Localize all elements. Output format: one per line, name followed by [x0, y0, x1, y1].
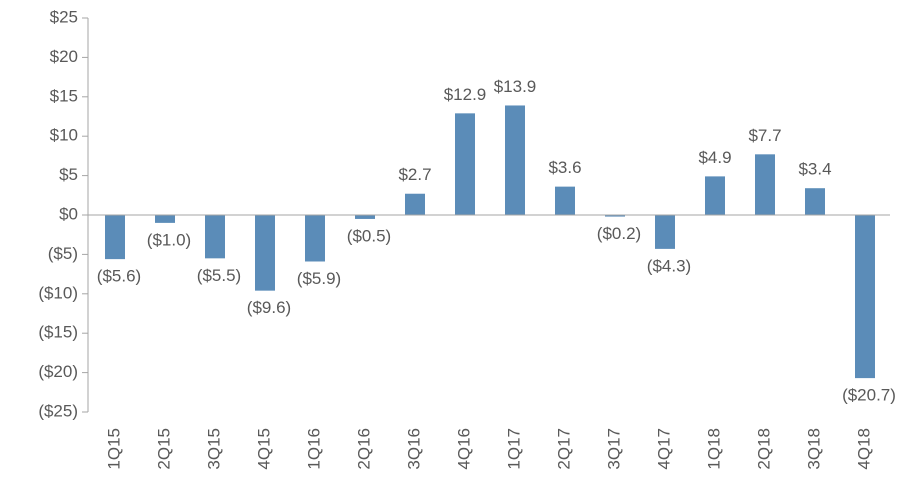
x-tick-label: 1Q17: [504, 428, 523, 470]
value-label: $2.7: [398, 165, 431, 184]
value-label: ($0.2): [597, 224, 641, 243]
x-tick-label: 3Q16: [404, 428, 423, 470]
value-label: ($5.6): [97, 267, 141, 286]
value-label: $4.9: [698, 148, 731, 167]
y-tick-label: ($20): [38, 362, 78, 381]
bar: [605, 215, 625, 217]
x-tick-label: 1Q15: [104, 428, 123, 470]
value-label: ($20.7): [842, 386, 896, 405]
value-label: ($5.9): [297, 269, 341, 288]
y-tick-label: ($25): [38, 401, 78, 420]
y-tick-label: $0: [59, 204, 78, 223]
y-tick-label: ($15): [38, 323, 78, 342]
bar: [705, 176, 725, 215]
x-tick-label: 2Q18: [754, 428, 773, 470]
y-tick-label: $15: [50, 86, 78, 105]
bar: [805, 188, 825, 215]
bar: [205, 215, 225, 259]
bar: [655, 215, 675, 249]
y-tick-label: $25: [50, 7, 78, 26]
x-tick-label: 4Q16: [454, 428, 473, 470]
x-tick-label: 2Q17: [554, 428, 573, 470]
bar: [155, 215, 175, 223]
x-tick-label: 2Q16: [354, 428, 373, 470]
value-label: ($9.6): [247, 298, 291, 317]
value-label: $3.6: [548, 158, 581, 177]
bar: [255, 215, 275, 291]
x-tick-label: 4Q18: [854, 428, 873, 470]
bar: [505, 105, 525, 215]
value-label: ($5.5): [197, 266, 241, 285]
value-label: ($0.5): [347, 226, 391, 245]
x-tick-label: 1Q18: [704, 428, 723, 470]
bar: [755, 154, 775, 215]
y-tick-label: $20: [50, 47, 78, 66]
x-tick-label: 4Q15: [254, 428, 273, 470]
x-tick-label: 3Q18: [804, 428, 823, 470]
bar: [855, 215, 875, 379]
y-tick-label: ($5): [48, 244, 78, 263]
value-label: ($1.0): [147, 230, 191, 249]
value-label: ($4.3): [647, 256, 691, 275]
bar: [405, 193, 425, 215]
bar: [555, 186, 575, 215]
y-tick-label: ($10): [38, 283, 78, 302]
y-tick-label: $10: [50, 126, 78, 145]
value-label: $3.4: [798, 160, 831, 179]
bar: [105, 215, 125, 260]
x-tick-label: 3Q17: [604, 428, 623, 470]
value-label: $13.9: [494, 77, 537, 96]
y-tick-label: $5: [59, 165, 78, 184]
x-tick-label: 4Q17: [654, 428, 673, 470]
x-tick-label: 1Q16: [304, 428, 323, 470]
x-tick-label: 2Q15: [154, 428, 173, 470]
value-label: $12.9: [444, 85, 487, 104]
bar: [305, 215, 325, 262]
value-label: $7.7: [748, 126, 781, 145]
x-tick-label: 3Q15: [204, 428, 223, 470]
bar: [455, 113, 475, 215]
bar: [355, 215, 375, 219]
